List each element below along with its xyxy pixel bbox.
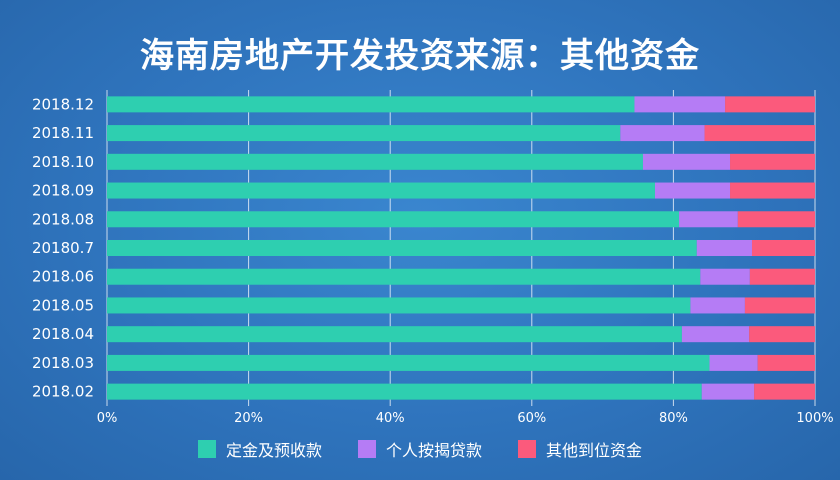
x-tick-label: 100% bbox=[796, 411, 833, 426]
bar-segment bbox=[757, 354, 815, 371]
bar-segment bbox=[709, 354, 758, 371]
bar-segment bbox=[730, 182, 815, 199]
bar-segment bbox=[690, 297, 745, 314]
bar-segment bbox=[725, 96, 815, 113]
legend-label: 其他到位资金 bbox=[546, 441, 643, 460]
y-tick-label: 2018.09 bbox=[32, 182, 94, 200]
x-tick-label: 0% bbox=[97, 411, 118, 426]
bar-segment bbox=[679, 211, 738, 228]
legend-swatch bbox=[357, 440, 376, 458]
y-tick-label: 20180.7 bbox=[32, 239, 94, 257]
bar-segment bbox=[681, 326, 750, 343]
bar-segment bbox=[730, 153, 815, 170]
legend-label: 定金及预收款 bbox=[225, 441, 322, 460]
y-tick-label: 2018.05 bbox=[32, 296, 94, 314]
y-tick-label: 2018.11 bbox=[32, 124, 94, 142]
legend: 定金及预收款 个人按揭贷款 其他到位资金 bbox=[0, 437, 840, 461]
y-tick-label: 2018.10 bbox=[32, 153, 94, 171]
bar-segment bbox=[749, 268, 815, 285]
y-axis-labels: 2018.12 2018.11 2018.10 2018.09 2018.08 20180… bbox=[32, 95, 94, 400]
x-tick-label: 20% bbox=[234, 411, 263, 426]
bars bbox=[107, 96, 815, 400]
x-tick-label: 80% bbox=[659, 411, 688, 426]
legend-item-mortgage: 个人按揭贷款 bbox=[357, 437, 482, 461]
bar-segment bbox=[751, 240, 815, 256]
bar-segment bbox=[107, 125, 621, 142]
bar-segment bbox=[107, 383, 702, 400]
bar-segment bbox=[642, 153, 731, 170]
y-tick-label: 2018.06 bbox=[32, 268, 94, 286]
bar-segment bbox=[701, 383, 755, 400]
bar-segment bbox=[620, 125, 705, 142]
bar-segment bbox=[696, 240, 752, 256]
bar-segment bbox=[654, 182, 731, 199]
bar-segment bbox=[704, 125, 815, 142]
bar-segment bbox=[107, 153, 643, 170]
bar-segment bbox=[107, 326, 682, 343]
bar-segment bbox=[107, 240, 697, 256]
bar-segment bbox=[107, 354, 710, 371]
bar-segment bbox=[107, 96, 635, 113]
bar-segment bbox=[634, 96, 726, 113]
y-tick-label: 2018.12 bbox=[32, 95, 94, 113]
legend-swatch bbox=[518, 440, 536, 458]
legend-item-other-funds: 其他到位资金 bbox=[518, 437, 642, 461]
y-tick-label: 2018.03 bbox=[32, 354, 94, 372]
bar-segment bbox=[754, 383, 815, 400]
bar-segment bbox=[749, 326, 815, 343]
x-tick-label: 40% bbox=[376, 411, 405, 426]
bar-segment bbox=[107, 211, 680, 228]
legend-item-deposits: 定金及预收款 bbox=[197, 437, 322, 461]
bar-segment bbox=[737, 211, 815, 228]
y-tick-label: 2018.04 bbox=[32, 325, 94, 343]
bar-segment bbox=[107, 268, 701, 285]
y-tick-label: 2018.02 bbox=[32, 383, 94, 401]
legend-label: 个人按揭贷款 bbox=[385, 441, 482, 460]
x-axis-labels: 0% 20% 40% 60% 80% 100% bbox=[97, 411, 834, 426]
y-tick-label: 2018.08 bbox=[32, 210, 94, 228]
bar-segment bbox=[107, 297, 691, 314]
x-tick-label: 60% bbox=[517, 411, 546, 426]
bar-segment bbox=[700, 268, 750, 285]
chart-title: 海南房地产开发投资来源：其他资金 bbox=[140, 36, 700, 76]
bar-segment bbox=[107, 182, 655, 199]
bar-segment bbox=[744, 297, 815, 314]
legend-swatch bbox=[197, 440, 216, 458]
